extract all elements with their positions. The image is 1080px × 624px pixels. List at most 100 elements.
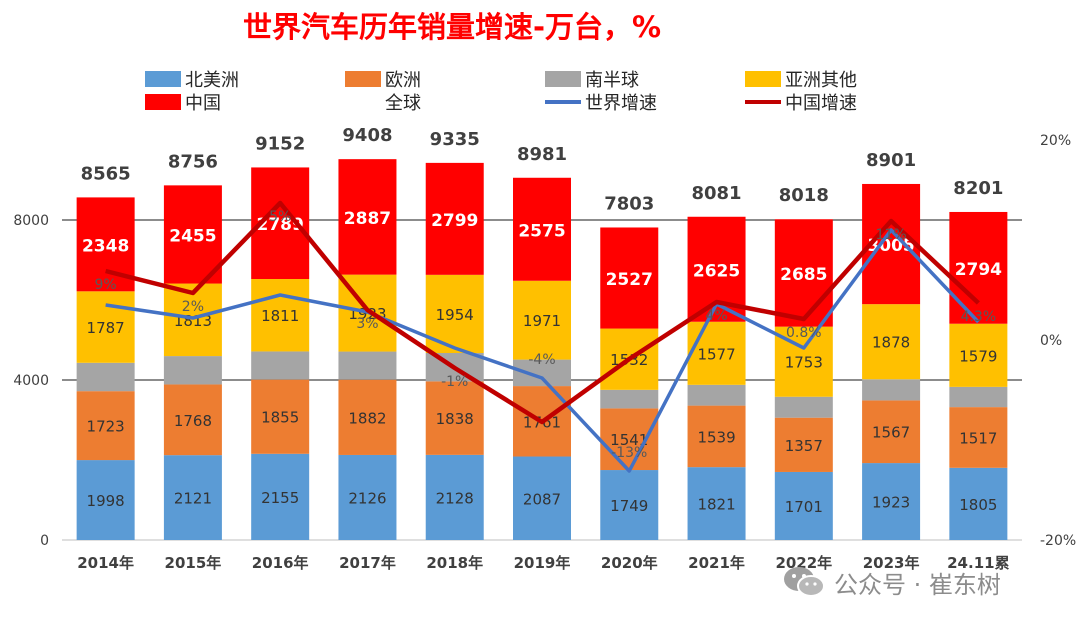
total-label: 8018 [779,185,829,206]
bar-segment [338,351,397,380]
x-tick-label: 2022年 [775,554,832,572]
segment-label: 1882 [348,409,386,427]
bar-segment [949,211,1008,324]
y-left-tick: 4000 [13,373,49,389]
growth-label: 4.3% [961,309,997,325]
x-tick-label: 2019年 [514,554,571,572]
segment-label: 2625 [693,261,740,281]
segment-label: 1357 [785,437,823,455]
y-right-tick: -20% [1040,533,1076,549]
growth-label: -13% [611,445,647,461]
bar-segment [338,379,397,455]
bar-segment [338,159,397,275]
growth-label: 3% [356,316,378,332]
bar-segment [76,391,135,461]
bar-segment [425,381,484,455]
bar-segment [425,162,484,275]
bar-segment [338,454,397,540]
y-right-tick: 20% [1040,133,1071,149]
bar-segment [251,379,310,454]
legend-label: 中国 [185,93,221,114]
total-label: 8756 [168,151,218,172]
segment-label: 1579 [959,347,997,365]
y-right-tick: 0% [1040,333,1062,349]
x-tick-label: 2023年 [863,554,920,572]
bar-segment [163,283,222,357]
total-label: 9152 [255,133,305,154]
bar-segment [862,463,921,540]
x-tick-label: 2021年 [688,554,745,572]
segment-label: 2887 [344,209,391,229]
segment-label: 2794 [955,260,1002,280]
bar-segment [949,386,1008,408]
x-tick-label: 2015年 [165,554,222,572]
segment-label: 1577 [697,345,735,363]
bar-segment [774,219,833,327]
x-tick-label: 24.11累 [947,554,1009,572]
segment-label: 2575 [518,221,565,241]
bar-segment [76,291,135,363]
bar-segment [251,453,310,540]
growth-label: 5% [269,209,291,225]
legend-label: 中国增速 [785,93,857,114]
bar-segment [774,417,833,472]
bar-segment [687,467,746,540]
segment-label: 1768 [174,412,212,430]
bar-segment [163,185,222,284]
segment-label: 1517 [959,429,997,447]
segment-label: 1998 [87,492,125,510]
bar-segment [949,323,1008,387]
bar-segment [687,384,746,406]
segment-label: 1954 [436,306,474,324]
segment-label: 1923 [872,494,910,512]
world-growth-line [105,228,980,473]
total-label: 8981 [517,144,567,165]
segment-label: 2128 [436,489,474,507]
bar-segment [251,279,310,352]
bar-segment [600,470,659,540]
y-left-tick: 8000 [13,213,49,229]
growth-label: 4% [705,308,727,324]
segment-label: 2685 [780,265,827,285]
bar-segment [687,321,746,385]
legend-label: 欧洲 [385,70,421,91]
growth-label: 9% [95,277,117,293]
segment-label: 2348 [82,236,129,256]
segment-label: 1821 [697,496,735,514]
segment-label: 2455 [169,226,216,246]
total-label: 7803 [604,193,654,214]
growth-label: 0.8% [786,325,822,341]
total-label: 8081 [691,183,741,204]
legend-label: 亚洲其他 [785,70,857,91]
bar-segment [76,460,135,540]
total-label: 8201 [953,178,1003,199]
x-tick-label: 2018年 [426,554,483,572]
bar-segment [163,455,222,540]
segment-label: 1855 [261,409,299,427]
x-tick-label: 2016年 [252,554,309,572]
segment-label: 1805 [959,496,997,514]
legend-swatch [345,71,381,87]
bar-segment [425,454,484,540]
watermark: 公众号 · 崔东树 [782,562,1072,602]
segment-label: 1701 [785,498,823,516]
segment-label: 2126 [348,489,386,507]
segment-label: 1541 [610,431,648,449]
bar-segment [513,456,571,540]
legend-label: 南半球 [585,70,639,91]
bar-segment [251,351,310,380]
segment-label: 1567 [872,424,910,442]
total-label: 8901 [866,150,916,171]
growth-label: 2% [182,299,204,315]
bar-segment [600,389,659,409]
segment-label: 1723 [87,418,125,436]
bar-segment [862,304,921,380]
segment-label: 1971 [523,312,561,330]
bar-segment [513,177,571,281]
legend-swatch [545,71,581,87]
bar-segment [949,467,1008,540]
watermark-text: 公众号 · 崔东树 [834,570,1001,599]
y-left-tick: 0 [40,533,49,549]
x-tick-label: 2017年 [339,554,396,572]
